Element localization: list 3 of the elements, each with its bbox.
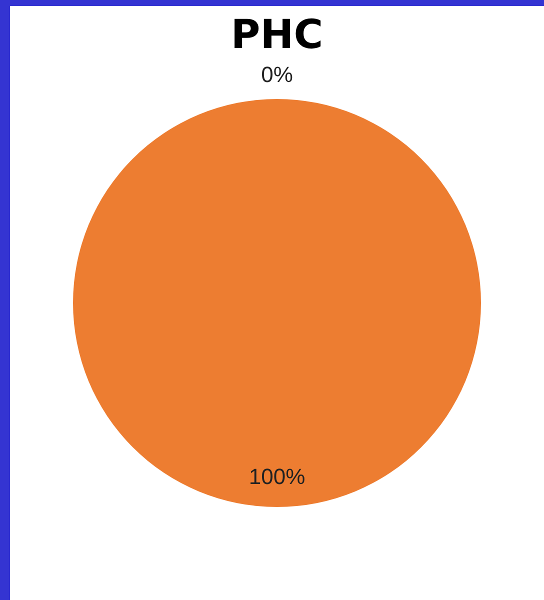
chart-title: PHC	[230, 12, 324, 58]
data-label: 100%	[248, 464, 306, 489]
text: 0%	[261, 62, 293, 87]
